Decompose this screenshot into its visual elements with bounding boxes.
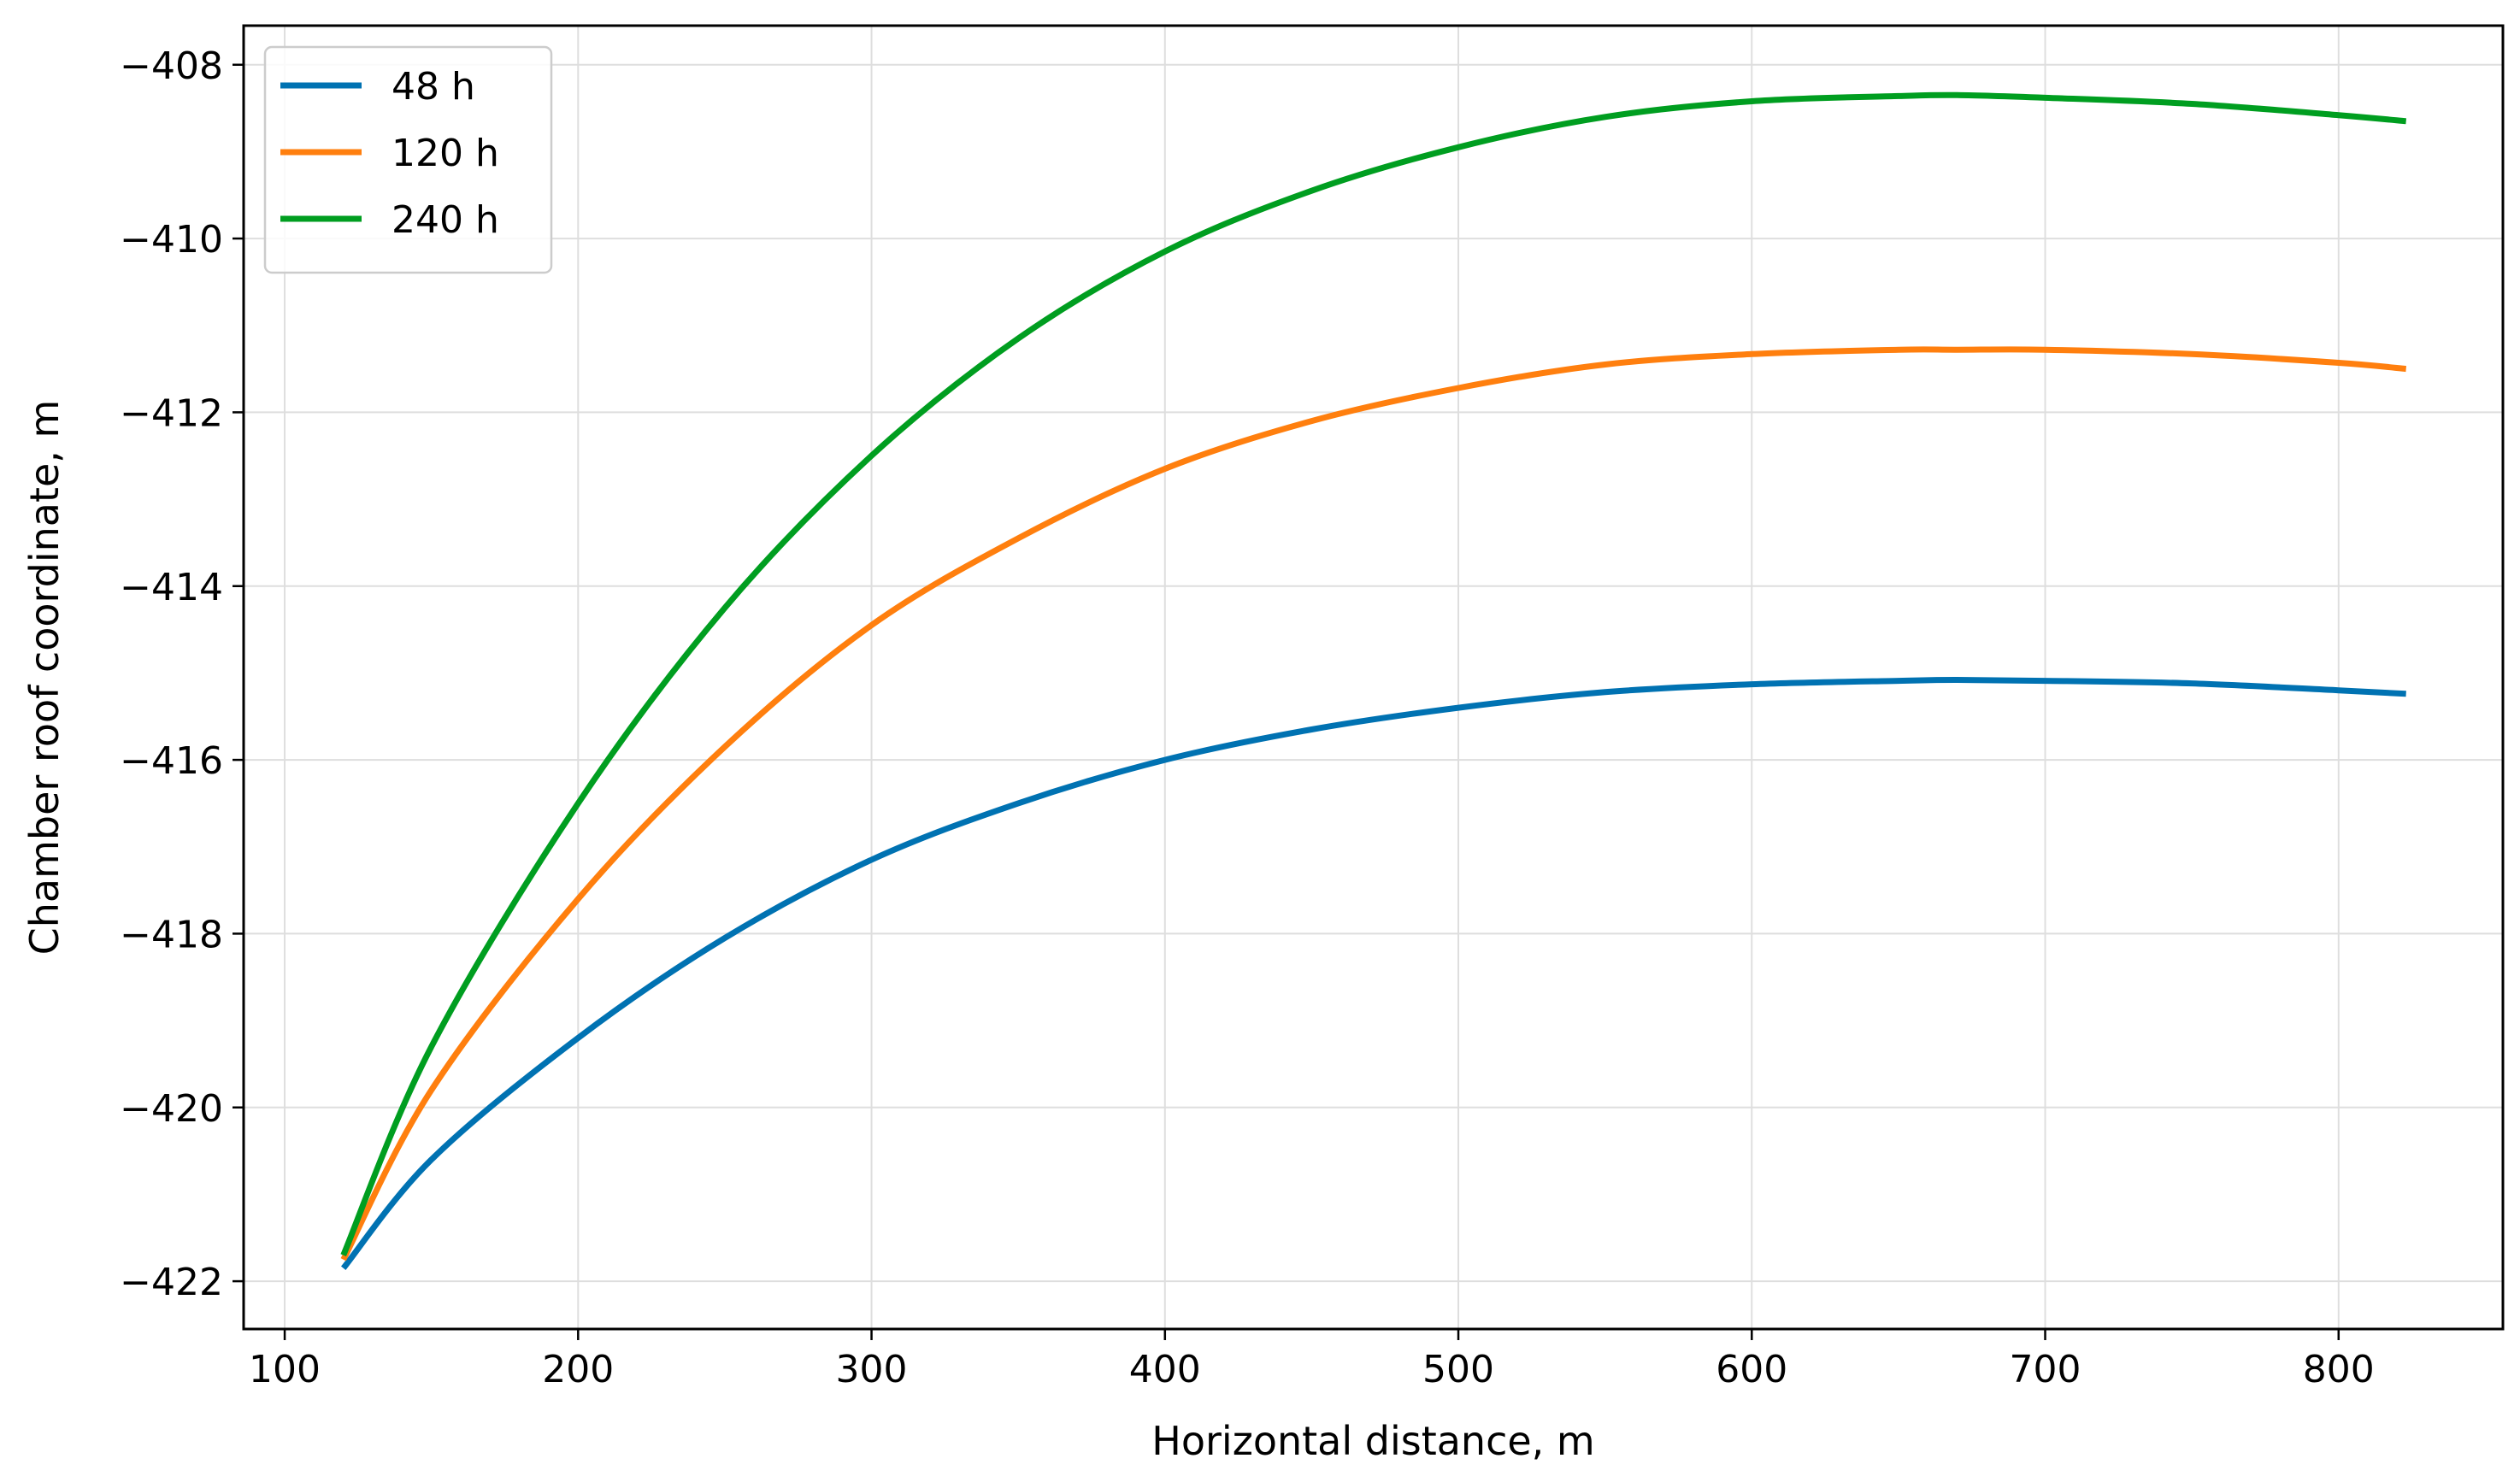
x-tick-label: 200 <box>542 1348 614 1391</box>
x-tick-label: 100 <box>249 1348 321 1391</box>
y-tick-label: −420 <box>120 1087 223 1131</box>
y-tick-label: −422 <box>120 1261 223 1304</box>
y-tick-label: −412 <box>120 391 223 435</box>
grid-lines <box>244 26 2503 1329</box>
series-line-3 <box>340 91 2407 1256</box>
x-tick-label: 300 <box>836 1348 908 1391</box>
x-axis-label: Horizontal distance, m <box>1151 1418 1594 1464</box>
y-tick-label: −416 <box>120 739 223 783</box>
series-line-1 <box>340 677 2406 1271</box>
axis-ticks: 100 200 300 400 500 600 700 800 −422 −420 −418 −416… <box>120 44 2375 1391</box>
y-tick-label: −408 <box>120 44 223 88</box>
plot-series <box>340 91 2407 1271</box>
x-tick-label: 600 <box>1716 1348 1787 1391</box>
y-tick-label: −414 <box>120 566 223 609</box>
y-tick-label: −410 <box>120 218 223 262</box>
x-tick-label: 500 <box>1422 1348 1494 1391</box>
legend-label: 120 h <box>392 132 499 175</box>
legend: 48 h 120 h 240 h <box>263 45 553 274</box>
x-tick-label: 400 <box>1129 1348 1201 1391</box>
x-tick-label: 700 <box>2010 1348 2081 1391</box>
series-line-2 <box>340 346 2407 1261</box>
legend-label: 240 h <box>392 198 499 242</box>
y-tick-label: −418 <box>120 913 223 956</box>
legend-label: 48 h <box>392 65 475 109</box>
y-axis-label: Chamber roof coordinate, m <box>21 400 68 956</box>
plot-area-frame <box>242 24 2505 1331</box>
x-tick-label: 800 <box>2303 1348 2375 1391</box>
